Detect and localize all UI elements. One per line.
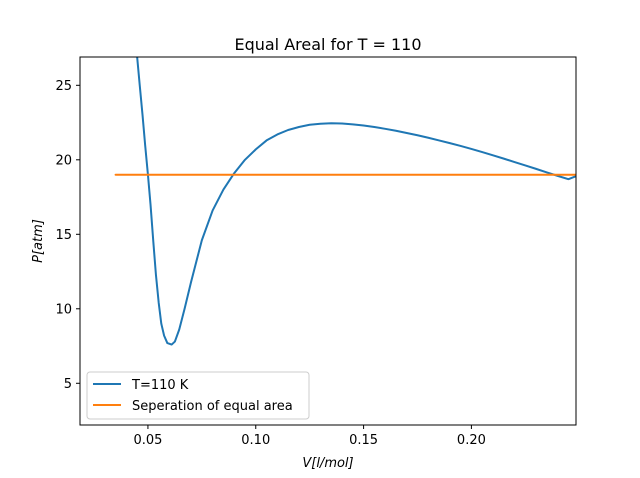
y-tick-label: 25	[55, 79, 72, 94]
chart-title: Equal Areal for T = 110	[234, 35, 421, 54]
x-tick-label: 0.05	[133, 433, 162, 448]
y-tick-label: 5	[64, 377, 72, 392]
y-tick-label: 10	[55, 302, 72, 317]
legend-box	[86, 371, 310, 420]
y-axis-label: P[atm]	[31, 219, 46, 263]
legend: T=110 K Seperation of equal area	[86, 371, 310, 420]
x-axis-label: V[l/mol]	[302, 456, 353, 471]
series-layer	[114, 57, 576, 346]
x-tick-label: 0.20	[457, 433, 486, 448]
ticks-layer: 0.05 0.10 0.15 0.20 5 10 15 20 25	[55, 79, 485, 448]
x-tick-label: 0.10	[241, 433, 270, 448]
legend-label-series-1: T=110 K	[131, 378, 189, 393]
x-tick-label: 0.15	[349, 433, 378, 448]
axes-frame	[79, 56, 577, 426]
y-tick-label: 20	[55, 153, 72, 168]
series-1-line	[136, 57, 576, 346]
legend-label-series-2: Seperation of equal area	[132, 399, 293, 414]
y-tick-label: 15	[55, 228, 72, 243]
